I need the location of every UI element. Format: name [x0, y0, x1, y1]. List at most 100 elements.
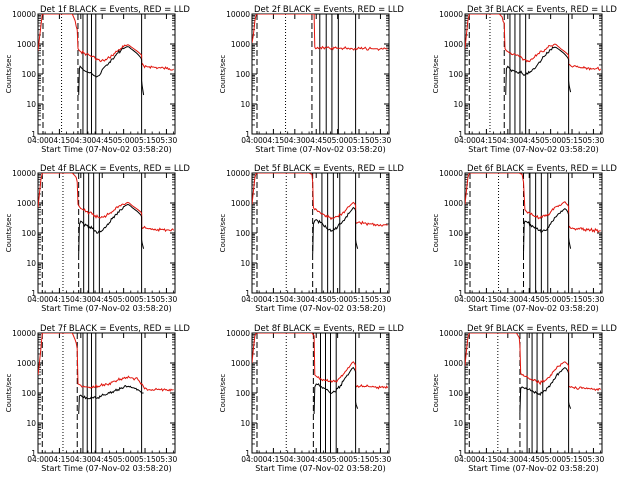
det-1f-xtick-label: 05:30 — [156, 136, 178, 145]
det-1f-xtick-label: 04:00 — [27, 136, 49, 145]
det-8f-ytick-label: 10 — [240, 419, 250, 428]
det-9f-panel: Det 9f BLACK = Events, RED = LLD 1 10 100 10… — [432, 324, 617, 473]
det-3f-ytick-label: 1000 — [444, 40, 463, 49]
det-3f-xtick-label: 04:45 — [518, 136, 540, 145]
det-7f-ytick-label: 10 — [26, 419, 36, 428]
det-8f-xtick-label: 05:00 — [327, 455, 349, 464]
det-5f-ytick-label: 100 — [236, 229, 251, 238]
det-3f-xtick-label: 04:15 — [476, 136, 498, 145]
det-4f-ytick-label: 10000 — [12, 169, 36, 178]
det-9f-ytick-label: 1000 — [444, 359, 463, 368]
det-8f-xtick-label: 04:45 — [305, 455, 327, 464]
det-3f-xtick-label: 05:15 — [561, 136, 583, 145]
det-6f-ytick-label: 10000 — [439, 169, 463, 178]
det-4f-xtick-label: 05:00 — [113, 295, 135, 304]
det-9f-xtick-label: 04:30 — [497, 455, 519, 464]
det-3f-xtick-label: 05:30 — [583, 136, 605, 145]
det-5f-panel: Det 5f BLACK = Events, RED = LLD 1 10 100 10… — [219, 164, 404, 313]
det-2f-plot-area — [252, 14, 388, 134]
det-4f-title: Det 4f BLACK = Events, RED = LLD — [40, 164, 190, 174]
det-8f-title: Det 8f BLACK = Events, RED = LLD — [254, 324, 404, 334]
det-5f-xtick-label: 05:30 — [370, 295, 392, 304]
det-2f-xtick-label: 04:45 — [305, 136, 327, 145]
det-6f-xlabel: Start Time (07-Nov-02 03:58:20) — [468, 304, 598, 313]
det-8f-lld-series — [252, 333, 389, 390]
det-3f-ytick-label: 10000 — [439, 10, 463, 19]
det-7f-events-series — [78, 385, 144, 415]
det-9f-lld-series — [465, 333, 601, 392]
det-8f-ytick-label: 100 — [236, 389, 251, 398]
det-2f-ytick-label: 10000 — [226, 10, 250, 19]
det-6f-xtick-label: 04:45 — [518, 295, 540, 304]
det-3f-xlabel: Start Time (07-Nov-02 03:58:20) — [468, 145, 598, 154]
det-8f-xtick-label: 04:15 — [263, 455, 285, 464]
det-6f-xtick-label: 05:00 — [540, 295, 562, 304]
det-6f-events-series — [523, 207, 572, 255]
det-4f-xtick-label: 04:00 — [27, 295, 49, 304]
det-2f-ylabel: Counts/sec — [219, 55, 227, 94]
det-8f-xtick-label: 04:00 — [241, 455, 263, 464]
det-8f-xlabel: Start Time (07-Nov-02 03:58:20) — [255, 464, 385, 473]
det-1f-xtick-label: 05:15 — [134, 136, 156, 145]
det-4f-ylabel: Counts/sec — [5, 214, 13, 253]
det-1f-xtick-label: 04:30 — [70, 136, 92, 145]
det-7f-axes-frame — [37, 332, 176, 454]
det-7f-ytick-label: 100 — [22, 389, 37, 398]
det-8f-xtick-label: 05:30 — [370, 455, 392, 464]
det-3f-xtick-label: 04:30 — [497, 136, 519, 145]
det-4f-events-series — [78, 203, 145, 255]
det-2f-ytick-label: 1 — [245, 130, 250, 139]
det-4f-xtick-label: 04:45 — [91, 295, 113, 304]
det-5f-events-series — [312, 206, 359, 255]
det-6f-xtick-label: 04:00 — [454, 295, 476, 304]
det-1f-ytick-label: 10 — [26, 100, 36, 109]
det-6f-ytick-label: 10 — [453, 259, 463, 268]
det-8f-ytick-label: 1000 — [231, 359, 250, 368]
det-7f-ytick-label: 1000 — [17, 359, 36, 368]
det-7f-xtick-label: 04:45 — [91, 455, 113, 464]
det-7f-lld-series — [38, 333, 174, 392]
det-9f-title: Det 9f BLACK = Events, RED = LLD — [467, 324, 617, 334]
det-1f-xtick-label: 05:00 — [113, 136, 135, 145]
det-2f-xtick-label: 05:15 — [348, 136, 370, 145]
det-4f-ytick-label: 1 — [31, 289, 36, 298]
det-9f-xtick-label: 04:00 — [454, 455, 476, 464]
det-4f-xtick-label: 05:30 — [156, 295, 178, 304]
det-4f-ytick-label: 100 — [22, 229, 37, 238]
det-4f-lld-series — [38, 173, 175, 233]
det-3f-xtick-label: 05:00 — [540, 136, 562, 145]
det-4f-xtick-label: 05:15 — [134, 295, 156, 304]
det-7f-xtick-label: 04:30 — [70, 455, 92, 464]
det-2f-lld-series — [252, 14, 388, 51]
det-3f-axes-frame — [464, 13, 603, 135]
det-2f-ytick-label: 1000 — [231, 40, 250, 49]
det-1f-panel: Det 1f BLACK = Events, RED = LLD 1 10 100 10… — [5, 5, 190, 154]
det-8f-xtick-label: 05:15 — [348, 455, 370, 464]
det-1f-plot-area — [38, 14, 174, 134]
det-6f-plot-area — [465, 173, 601, 293]
det-2f-ytick-label: 10 — [240, 100, 250, 109]
det-2f-xtick-label: 04:15 — [263, 136, 285, 145]
det-5f-ytick-label: 1 — [245, 289, 250, 298]
det-1f-xtick-label: 04:45 — [91, 136, 113, 145]
det-5f-ytick-label: 10000 — [226, 169, 250, 178]
det-9f-xlabel: Start Time (07-Nov-02 03:58:20) — [468, 464, 598, 473]
det-9f-ytick-label: 10000 — [439, 329, 463, 338]
det-5f-ytick-label: 1000 — [231, 199, 250, 208]
det-6f-lld-series — [465, 173, 601, 233]
det-3f-title: Det 3f BLACK = Events, RED = LLD — [467, 5, 617, 15]
det-9f-xtick-label: 05:15 — [561, 455, 583, 464]
det-7f-title: Det 7f BLACK = Events, RED = LLD — [40, 324, 190, 334]
det-7f-plot-area — [38, 333, 174, 453]
det-1f-ytick-label: 100 — [22, 70, 37, 79]
det-1f-ytick-label: 1 — [31, 130, 36, 139]
det-9f-ytick-label: 100 — [449, 389, 464, 398]
det-5f-xtick-label: 05:00 — [327, 295, 349, 304]
det-5f-ytick-label: 10 — [240, 259, 250, 268]
det-6f-axes-frame — [464, 172, 603, 294]
det-1f-xtick-label: 04:15 — [49, 136, 71, 145]
det-6f-xtick-label: 05:30 — [583, 295, 605, 304]
det-2f-xtick-label: 05:00 — [327, 136, 349, 145]
det-8f-panel: Det 8f BLACK = Events, RED = LLD 1 10 100 10… — [219, 324, 404, 473]
